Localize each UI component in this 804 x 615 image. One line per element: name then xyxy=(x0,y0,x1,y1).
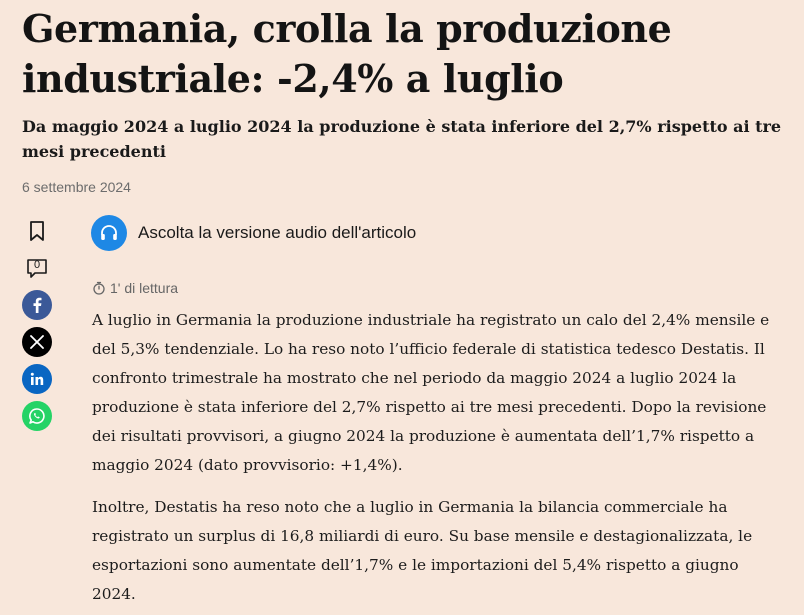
article-headline: Germania, crolla la produzione industria… xyxy=(22,6,672,101)
facebook-icon xyxy=(30,297,44,313)
publish-date: 6 settembre 2024 xyxy=(22,179,131,195)
audio-play-circle[interactable] xyxy=(91,215,127,251)
share-whatsapp-button[interactable] xyxy=(22,401,52,431)
whatsapp-icon xyxy=(28,407,46,425)
headphones-icon xyxy=(99,223,119,243)
comments-button[interactable]: 0 xyxy=(22,253,52,283)
article-paragraph: Inoltre, Destatis ha reso noto che a lug… xyxy=(92,498,753,603)
article-body: A luglio in Germania la produzione indus… xyxy=(92,306,782,615)
comment-icon: 0 xyxy=(25,256,49,280)
stopwatch-icon xyxy=(92,281,106,295)
article-subtitle: Da maggio 2024 a luglio 2024 la produzio… xyxy=(22,117,782,161)
x-icon xyxy=(30,335,44,349)
bookmark-icon xyxy=(28,220,46,242)
comment-count: 0 xyxy=(33,259,41,271)
audio-player-button[interactable]: Ascolta la versione audio dell'articolo xyxy=(91,215,416,251)
share-bar: 0 xyxy=(22,216,52,438)
reading-time-label: 1' di lettura xyxy=(110,280,179,296)
reading-time: 1' di lettura xyxy=(92,280,178,296)
article-paragraph: A luglio in Germania la produzione indus… xyxy=(92,311,770,474)
share-facebook-button[interactable] xyxy=(22,290,52,320)
audio-label[interactable]: Ascolta la versione audio dell'articolo xyxy=(138,223,417,242)
linkedin-icon xyxy=(30,372,44,386)
share-x-button[interactable] xyxy=(22,327,52,357)
bookmark-button[interactable] xyxy=(22,216,52,246)
share-linkedin-button[interactable] xyxy=(22,364,52,394)
